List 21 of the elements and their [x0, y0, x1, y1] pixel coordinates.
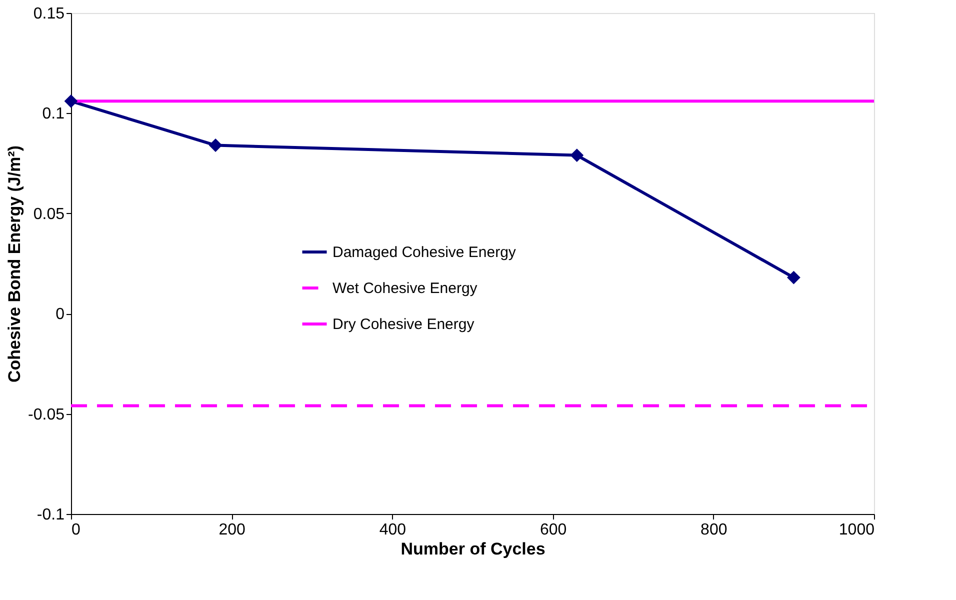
y-tick-label: 0 [56, 306, 65, 324]
point [570, 148, 584, 162]
point [64, 94, 78, 108]
legend-label: Damaged Cohesive Energy [332, 244, 516, 261]
y-tick-label: -0.1 [36, 506, 65, 524]
x-axis-title: Number of Cycles [400, 540, 546, 558]
point [208, 138, 222, 152]
x-tick-label: 0 [72, 522, 80, 538]
y-tick-label: 0.1 [42, 106, 65, 123]
x-tick-label: 400 [379, 522, 406, 538]
x-tick-label: 800 [700, 522, 728, 538]
x-tick-label: 200 [218, 522, 246, 538]
y-tick-label: -0.05 [28, 406, 65, 424]
legend-label: Wet Cohesive Energy [332, 280, 478, 297]
x-tick-label: 1000 [838, 522, 875, 538]
y-axis-title: Cohesive Bond Energy (J/m²) [5, 145, 24, 383]
x-tick-label: 600 [540, 522, 567, 538]
point [786, 270, 800, 284]
y-tick-label: 0.15 [33, 6, 65, 22]
legend-label: Dry Cohesive Energy [332, 316, 475, 333]
y-tick-label: 0.05 [33, 206, 65, 223]
